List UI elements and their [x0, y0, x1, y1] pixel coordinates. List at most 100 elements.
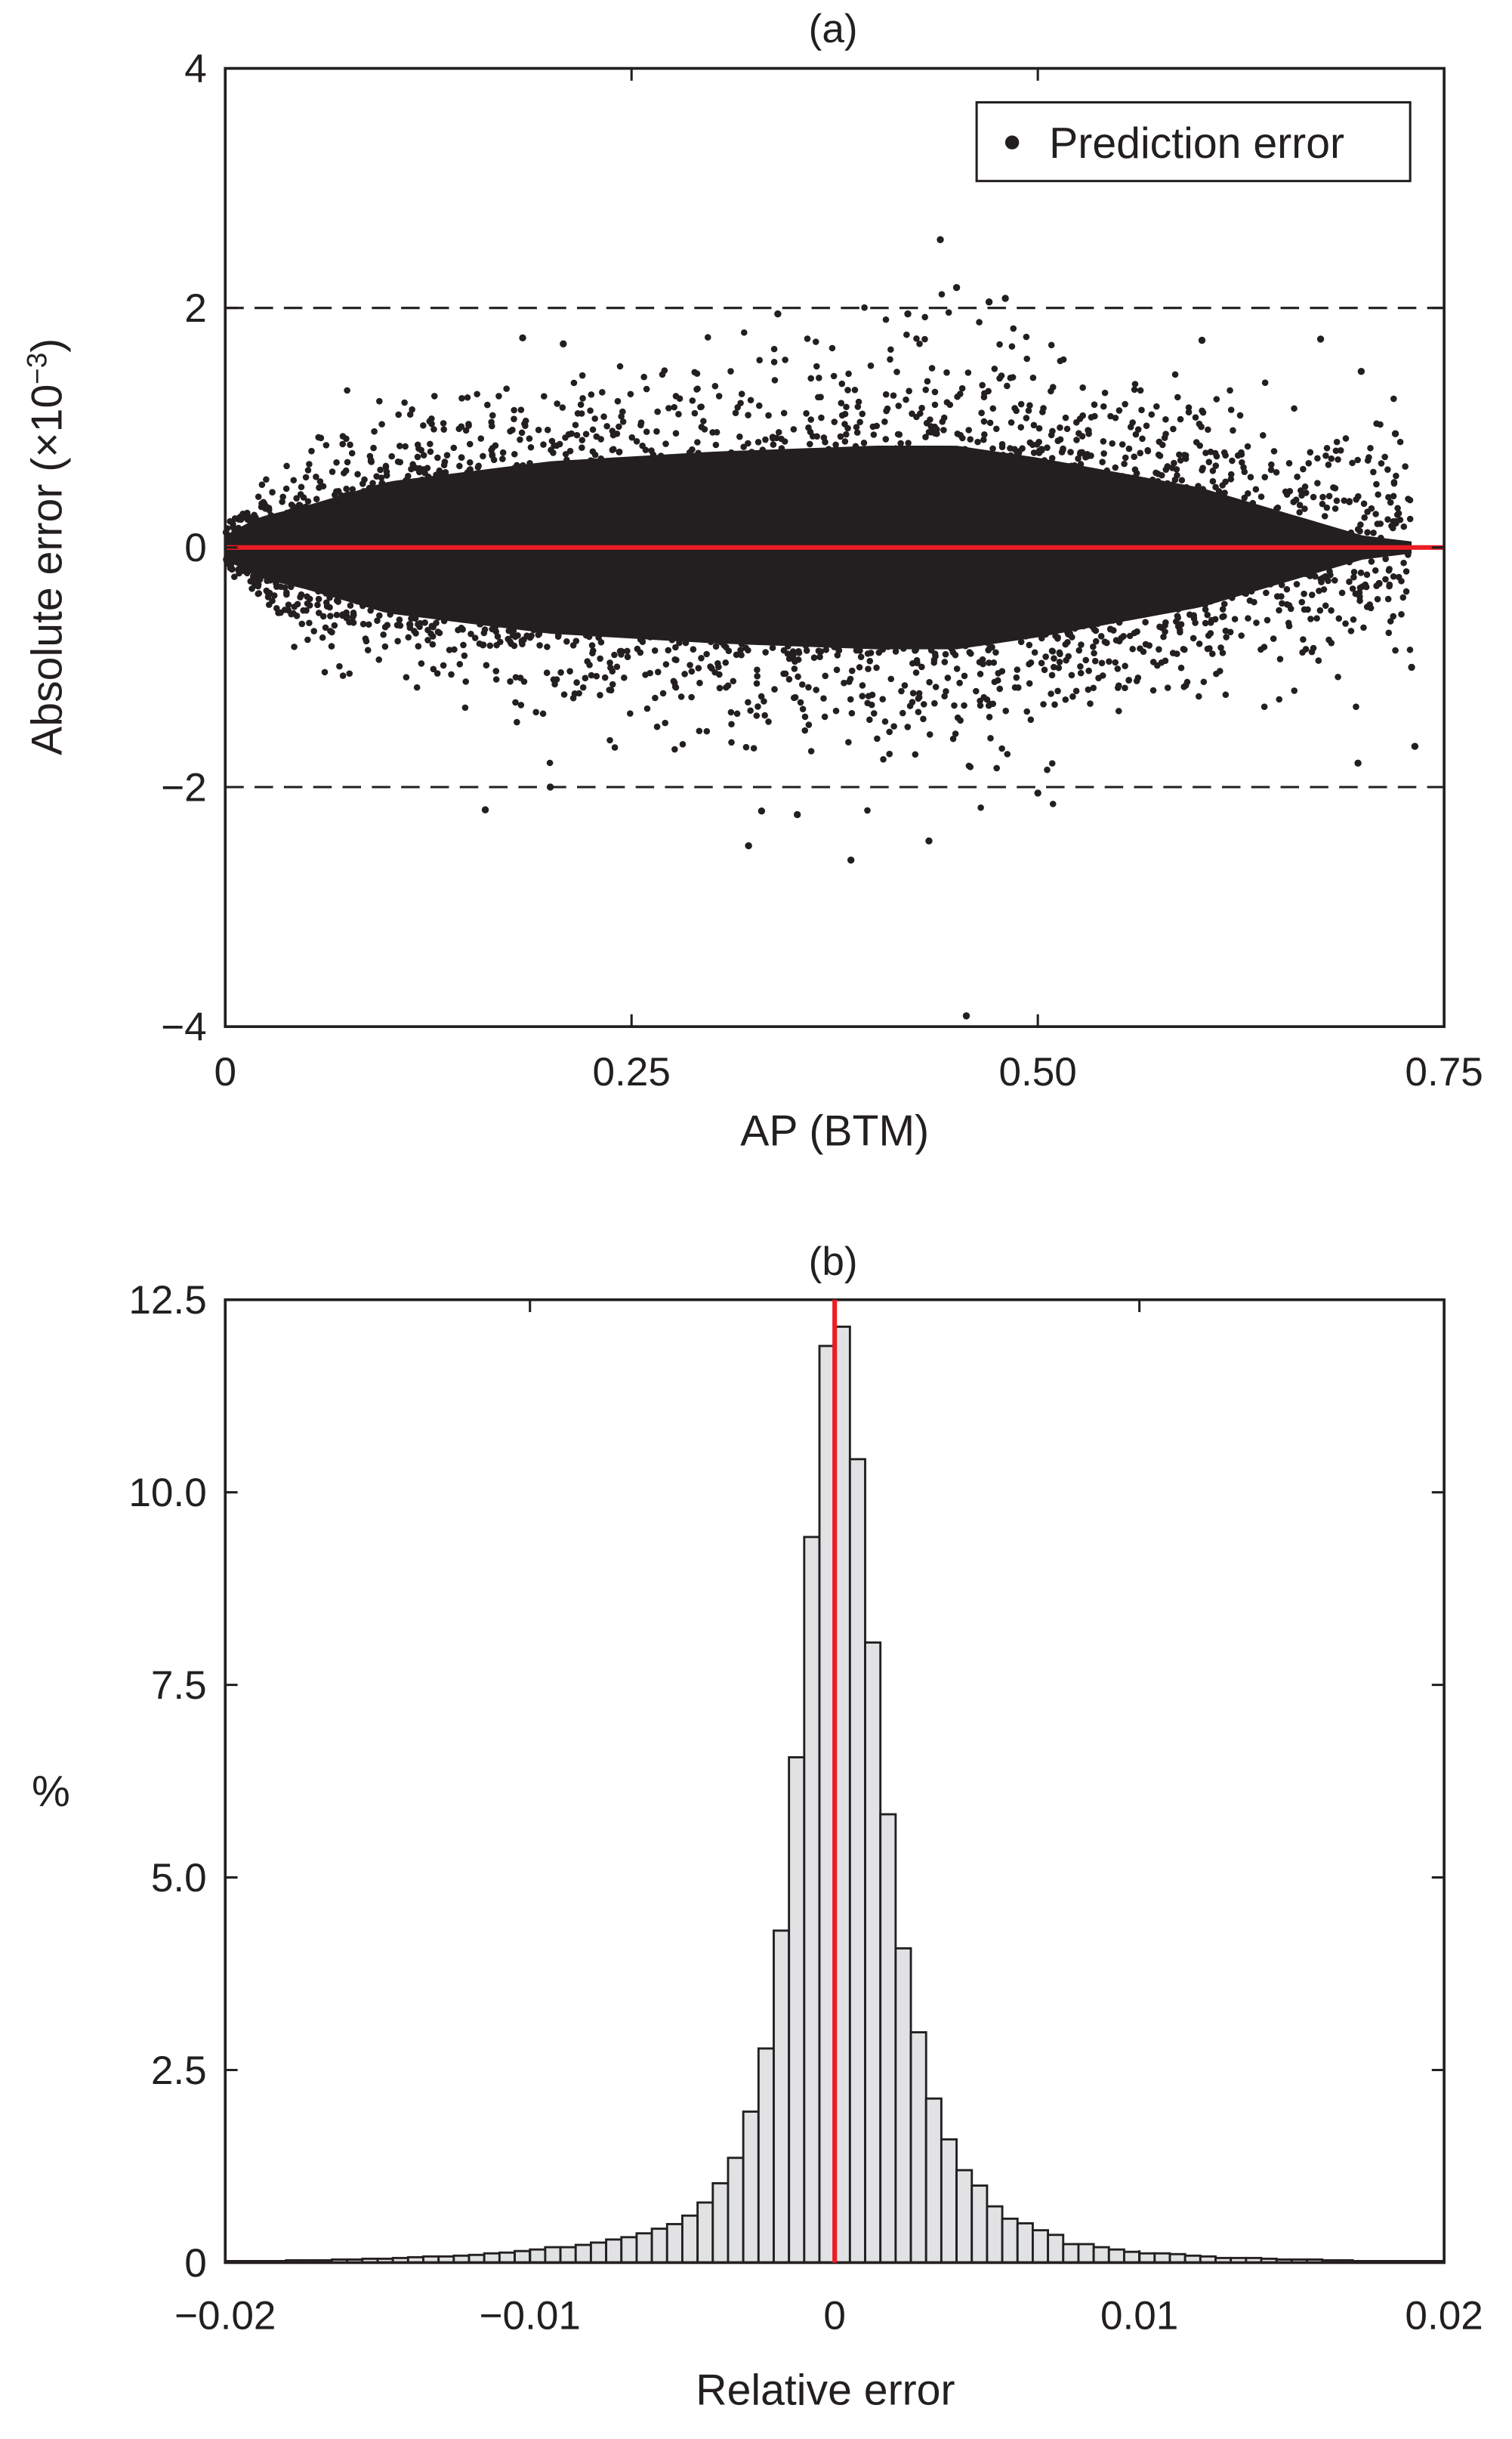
x-tick-label: 0.50	[998, 1050, 1076, 1094]
scatter-point	[643, 385, 650, 393]
histogram-bar	[559, 2246, 577, 2264]
scatter-point	[436, 629, 443, 637]
scatter-point	[979, 656, 986, 663]
scatter-point	[560, 691, 568, 698]
scatter-point	[822, 672, 829, 680]
histogram-bar	[986, 2205, 1004, 2264]
scatter-point	[996, 375, 1003, 382]
scatter-point	[261, 500, 268, 508]
scatter-point	[1261, 474, 1269, 480]
scatter-point	[1024, 631, 1032, 638]
scatter-point	[618, 457, 625, 465]
scatter-point	[570, 379, 578, 387]
scatter-point	[405, 472, 412, 480]
scatter-point	[942, 650, 949, 658]
scatter-point	[1202, 606, 1209, 613]
scatter-point	[974, 452, 980, 458]
scatter-point	[616, 423, 622, 431]
scatter-point	[1177, 486, 1183, 494]
scatter-point	[965, 427, 973, 434]
scatter-point	[360, 487, 367, 495]
scatter-point	[1325, 492, 1333, 500]
scatter-point	[1122, 684, 1128, 692]
scatter-point	[1048, 760, 1056, 767]
scatter-point	[375, 656, 383, 663]
scatter-point	[1091, 650, 1097, 657]
scatter-point	[1202, 601, 1208, 608]
scatter-point	[572, 638, 580, 644]
scatter-point	[1316, 607, 1324, 614]
scatter-point	[754, 439, 762, 446]
scatter-point	[420, 452, 427, 458]
scatter-point	[488, 418, 495, 426]
scatter-point	[322, 624, 329, 631]
scatter-point	[291, 644, 298, 650]
scatter-point	[273, 605, 280, 612]
scatter-point	[412, 615, 419, 622]
scatter-point	[1032, 628, 1038, 635]
scatter-point	[1054, 687, 1061, 695]
scatter-point	[406, 624, 414, 631]
scatter-point	[1408, 663, 1415, 671]
y-tick-label: 2	[184, 286, 207, 331]
scatter-point	[1204, 611, 1211, 619]
scatter-point	[294, 600, 301, 608]
scatter-point	[314, 601, 321, 609]
scatter-point	[1264, 616, 1271, 624]
scatter-point	[1328, 455, 1335, 462]
scatter-point	[248, 520, 256, 527]
scatter-point	[958, 384, 966, 392]
scatter-point	[1068, 462, 1075, 470]
scatter-point	[1402, 588, 1410, 595]
scatter-point	[1367, 604, 1375, 612]
scatter-point	[1125, 677, 1132, 684]
scatter-point	[597, 692, 603, 699]
scatter-point	[560, 340, 567, 347]
scatter-point	[1391, 430, 1399, 437]
scatter-point	[1238, 632, 1245, 639]
scatter-point	[450, 444, 458, 452]
scatter-point	[698, 423, 705, 431]
histogram-bar	[955, 2169, 974, 2264]
scatter-point	[1328, 607, 1335, 614]
scatter-point	[1137, 387, 1144, 394]
scatter-point	[1010, 325, 1017, 332]
scatter-point	[317, 434, 325, 442]
scatter-point	[1023, 415, 1030, 421]
scatter-point	[505, 635, 512, 643]
panel-a-scatter: (a) 0 0.25 0.50 0.75 4 2 0 −2 −4 Prediction erro…	[21, 7, 1483, 1156]
scatter-point	[1349, 459, 1356, 467]
scatter-point	[674, 455, 680, 462]
scatter-point	[1162, 628, 1168, 635]
scatter-point	[952, 651, 959, 659]
scatter-point	[597, 655, 603, 662]
scatter-point	[762, 649, 769, 656]
scatter-point	[689, 397, 696, 404]
scatter-point	[569, 460, 576, 467]
scatter-point	[670, 678, 677, 685]
scatter-point	[1073, 437, 1080, 443]
y-tick-label: 0	[184, 526, 207, 570]
scatter-point	[769, 644, 776, 651]
scatter-point	[511, 465, 518, 472]
scatter-point	[548, 446, 554, 454]
scatter-point	[394, 638, 401, 645]
scatter-point	[891, 452, 898, 459]
scatter-point	[1097, 633, 1105, 640]
scatter-point	[1112, 464, 1119, 471]
scatter-point	[540, 441, 547, 448]
scatter-point	[336, 662, 343, 670]
scatter-point	[912, 669, 920, 676]
scatter-point	[1320, 586, 1328, 593]
scatter-point	[601, 674, 609, 681]
scatter-point	[775, 428, 782, 436]
scatter-point	[930, 659, 938, 666]
x-tick-label: 0.01	[1100, 2293, 1178, 2338]
scatter-point	[1017, 400, 1025, 408]
scatter-point	[1049, 648, 1057, 655]
scatter-point	[1144, 447, 1152, 455]
scatter-point	[1087, 700, 1094, 707]
scatter-point	[1213, 396, 1220, 403]
scatter-point	[1257, 646, 1264, 653]
scatter-point	[1382, 555, 1389, 563]
